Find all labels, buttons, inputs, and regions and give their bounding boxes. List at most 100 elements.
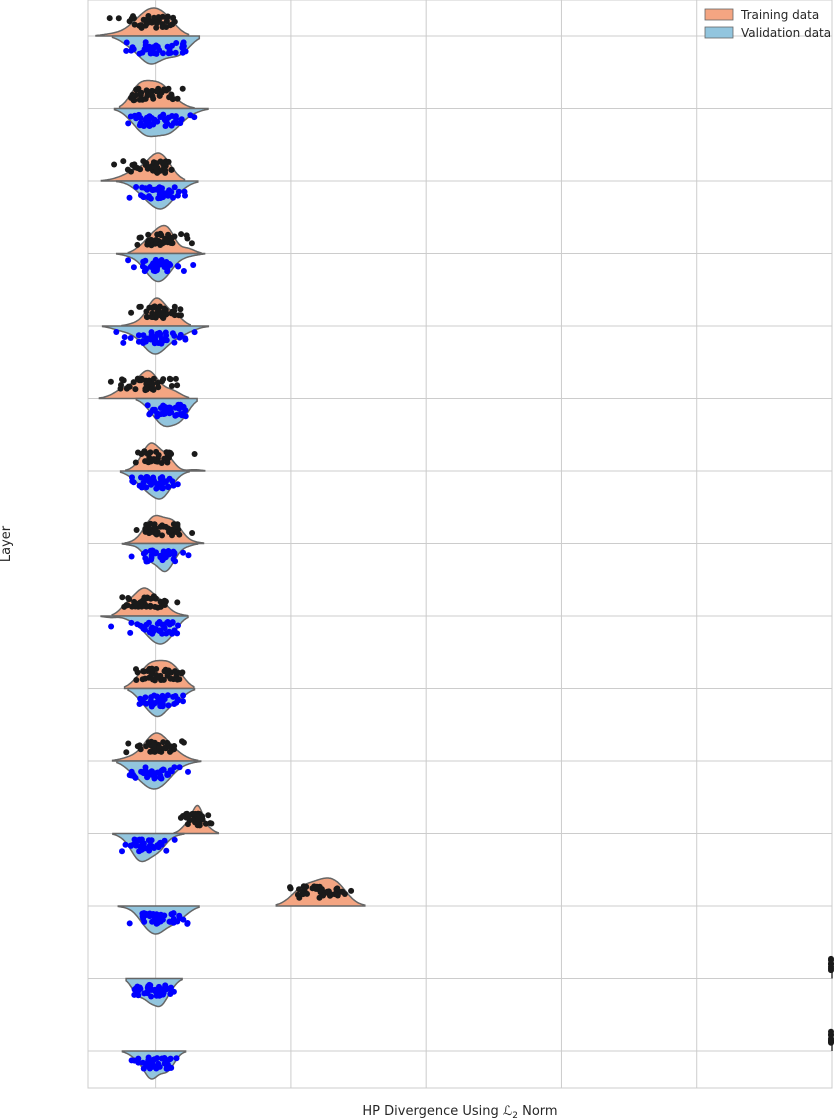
validation-point (165, 484, 172, 491)
training-point (132, 164, 138, 171)
training-point (132, 386, 139, 393)
training-point (133, 527, 140, 533)
validation-point (145, 837, 152, 844)
validation-point (150, 263, 156, 270)
training-point (177, 306, 184, 313)
validation-point (177, 411, 184, 418)
validation-point (142, 764, 149, 771)
validation-point (155, 483, 162, 490)
training-point (153, 88, 160, 95)
validation-point (147, 769, 154, 776)
training-point (156, 748, 162, 754)
validation-point (171, 184, 178, 191)
validation-point (169, 478, 176, 485)
validation-point (182, 336, 189, 343)
training-point (165, 667, 172, 674)
validation-point (172, 412, 179, 419)
validation-point (128, 772, 135, 779)
validation-point (157, 775, 164, 782)
training-point (828, 955, 834, 962)
validation-point (172, 558, 179, 565)
validation-point (162, 329, 169, 336)
validation-violin (115, 252, 206, 283)
training-point (133, 677, 140, 683)
training-point (123, 749, 130, 756)
training-point (134, 669, 141, 676)
validation-point (143, 558, 150, 565)
validation-point (133, 184, 140, 190)
validation-point (173, 699, 180, 706)
validation-point (176, 334, 183, 341)
validation-point (170, 988, 177, 995)
training-point (133, 600, 140, 607)
training-point (160, 739, 167, 746)
validation-point (138, 768, 145, 775)
validation-point (138, 699, 145, 706)
validation-point (170, 194, 176, 201)
training-point (153, 237, 159, 243)
training-point (163, 15, 170, 22)
validation-point (122, 841, 129, 848)
training-point (174, 95, 181, 102)
x-axis-label-subscript: 2 (512, 1111, 518, 1120)
validation-point (156, 619, 163, 626)
validation-point (166, 985, 173, 992)
training-point (143, 458, 150, 465)
validation-point (136, 848, 143, 855)
training-point (130, 379, 137, 386)
validation-point (149, 630, 156, 637)
training-point (144, 92, 151, 99)
training-point (141, 594, 148, 601)
training-point (334, 885, 341, 892)
validation-point (159, 474, 166, 481)
validation-point (164, 770, 171, 777)
validation-point (156, 47, 163, 53)
training-point (828, 1037, 834, 1044)
training-point (184, 235, 191, 242)
training-point (149, 385, 156, 392)
validation-point (139, 624, 146, 630)
training-point (148, 19, 155, 26)
validation-point (166, 628, 173, 635)
validation-point (169, 330, 176, 337)
validation-point (149, 986, 156, 993)
validation-point (140, 332, 147, 339)
validation-point (144, 402, 151, 409)
validation-point (134, 621, 141, 628)
validation-point (127, 629, 134, 636)
legend: Training data Validation data (704, 8, 831, 40)
validation-point (135, 332, 142, 339)
validation-point (151, 116, 158, 123)
training-point (287, 884, 293, 891)
training-point (150, 375, 157, 382)
training-point (126, 596, 133, 603)
validation-point (163, 264, 169, 271)
training-point (166, 528, 173, 534)
validation-point (148, 993, 155, 1000)
training-point (154, 604, 161, 611)
validation-point (146, 46, 153, 53)
validation-point (150, 1056, 157, 1063)
validation-point (160, 478, 167, 485)
validation-point (165, 702, 172, 709)
validation-point (173, 119, 180, 126)
x-axis-label-symbol: ℒ (503, 1104, 512, 1119)
training-point (175, 312, 182, 319)
validation-point (121, 334, 128, 341)
validation-point (164, 43, 171, 50)
validation-point (166, 187, 173, 194)
validation-point (173, 40, 180, 46)
training-point (348, 887, 355, 894)
training-point (128, 309, 135, 316)
validation-point (166, 410, 173, 417)
validation-point (180, 698, 186, 705)
training-point (172, 523, 179, 530)
validation-point (158, 410, 165, 417)
training-point (191, 451, 198, 457)
training-point (144, 450, 151, 457)
training-point (313, 883, 320, 890)
training-point (135, 449, 141, 456)
validation-point (161, 190, 168, 197)
validation-point (170, 910, 177, 917)
